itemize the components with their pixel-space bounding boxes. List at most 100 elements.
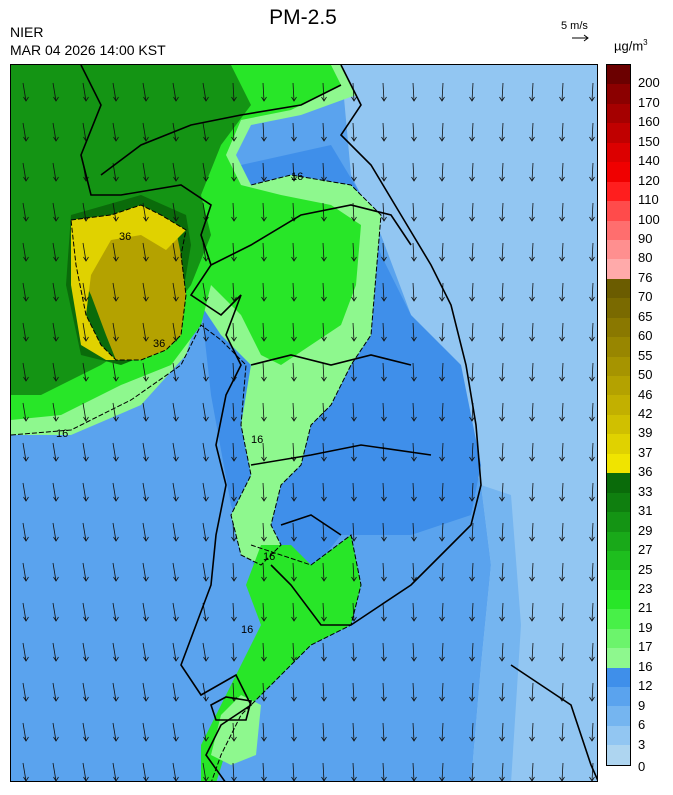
wind-arrow	[22, 442, 27, 462]
wind-arrow	[531, 722, 534, 742]
wind-arrowhead	[231, 656, 237, 662]
wind-arrowhead	[261, 576, 267, 582]
pm25-map[interactable]: 16 16 16 16 16 36 36	[10, 64, 598, 782]
wind-arrowhead	[589, 256, 595, 262]
wind-arrow	[82, 762, 87, 781]
colorbar-tick-label: 120	[638, 172, 660, 188]
wind-arrowhead	[231, 416, 237, 422]
agency-label: NIER	[10, 24, 44, 40]
wind-arrowhead	[589, 656, 595, 662]
wind-arrow	[412, 562, 415, 582]
wind-arrow	[202, 122, 207, 142]
wind-arrowhead	[143, 616, 149, 622]
wind-arrow	[202, 562, 207, 582]
wind-arrowhead	[113, 456, 119, 462]
wind-arrowhead	[321, 136, 327, 142]
wind-arrow	[441, 442, 444, 462]
wind-arrowhead	[559, 256, 565, 262]
wind-arrowhead	[381, 376, 387, 382]
wind-arrow	[172, 442, 177, 462]
wind-arrowhead	[351, 296, 357, 302]
wind-arrow	[142, 762, 147, 781]
wind-arrow	[262, 602, 265, 622]
low-concentration-strip	[471, 485, 521, 781]
wind-arrowhead	[83, 536, 89, 542]
wind-arrowhead	[381, 256, 387, 262]
wind-arrowhead	[261, 696, 267, 702]
wind-arrowhead	[529, 336, 535, 342]
wind-arrowhead	[231, 496, 237, 502]
wind-arrowhead	[529, 656, 535, 662]
wind-arrow	[591, 162, 594, 182]
wind-arrowhead	[53, 536, 59, 542]
colorbar-segment	[607, 123, 630, 143]
wind-arrowhead	[261, 616, 267, 622]
wind-arrow	[561, 722, 564, 742]
wind-arrow	[262, 762, 265, 781]
wind-arrowhead	[559, 576, 565, 582]
wind-arrowhead	[173, 576, 179, 582]
wind-arrow	[292, 482, 295, 502]
wind-arrowhead	[23, 456, 29, 462]
unit-exponent: 3	[643, 38, 648, 47]
wind-arrowhead	[321, 656, 327, 662]
contour-16-south	[211, 534, 362, 781]
wind-arrowhead	[351, 536, 357, 542]
wind-arrow	[112, 722, 117, 742]
wind-arrow	[232, 442, 235, 462]
wind-arrowhead	[559, 216, 565, 222]
wind-arrowhead	[173, 136, 179, 142]
wind-arrow	[292, 522, 295, 542]
wind-arrow	[52, 602, 57, 622]
wind-arrowhead	[411, 296, 417, 302]
colorbar-segment	[607, 550, 630, 571]
wind-arrow	[352, 722, 355, 742]
colorbar-tick-label: 21	[638, 600, 653, 616]
wind-arrow	[262, 322, 265, 342]
colorbar-tick-label: 3	[638, 736, 646, 752]
wind-arrowhead	[469, 536, 475, 542]
wind-arrow	[531, 642, 534, 662]
wind-arrow	[531, 122, 534, 142]
wind-arrow	[82, 562, 87, 582]
wind-arrow	[112, 442, 117, 462]
wind-arrow	[322, 482, 325, 502]
wind-arrowhead	[113, 136, 119, 142]
wind-arrowhead	[499, 656, 505, 662]
colorbar-tick-label: 6	[638, 717, 646, 733]
contour-label: 16	[263, 551, 275, 563]
wind-arrow	[352, 482, 355, 502]
wind-arrow	[531, 282, 534, 302]
wind-arrow	[591, 402, 594, 422]
wind-arrow	[352, 162, 355, 182]
wind-arrowhead	[261, 296, 267, 302]
wind-arrowhead	[381, 776, 387, 781]
wind-arrowhead	[143, 656, 149, 662]
wind-arrow	[561, 122, 564, 142]
wind-arrowhead	[291, 616, 297, 622]
wind-arrow	[202, 322, 207, 342]
wind-arrowhead	[559, 656, 565, 662]
wind-arrow	[591, 282, 594, 302]
wind-arrowhead	[291, 736, 297, 742]
wind-arrowhead	[173, 176, 179, 182]
wind-arrowhead	[203, 576, 209, 582]
wind-arrowhead	[559, 536, 565, 542]
wind-arrow	[591, 362, 594, 382]
wind-arrowhead	[589, 776, 595, 781]
wind-arrowhead	[261, 376, 267, 382]
wind-arrow	[142, 242, 147, 262]
wind-arrow	[22, 602, 27, 622]
wind-arrow	[441, 162, 444, 182]
colorbar-tick-label: 37	[638, 444, 653, 460]
wind-arrow	[232, 202, 235, 222]
colorbar-segment	[607, 239, 630, 260]
colorbar-tick-label: 9	[638, 697, 646, 713]
wind-arrowhead	[411, 736, 417, 742]
wind-arrow	[471, 82, 474, 102]
wind-arrowhead	[439, 96, 445, 102]
wind-arrowhead	[529, 376, 535, 382]
wind-arrowhead	[469, 256, 475, 262]
wind-arrow	[202, 202, 207, 222]
wind-arrow	[591, 682, 594, 702]
